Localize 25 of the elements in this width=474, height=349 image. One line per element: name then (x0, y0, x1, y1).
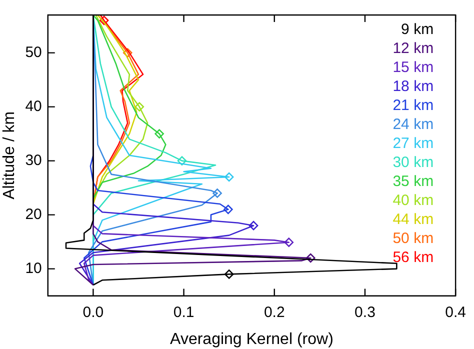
x-tick-label: 0.0 (82, 304, 104, 321)
y-tick-label: 20 (25, 206, 42, 223)
text: 12 km (392, 40, 434, 58)
x-tick-label: 0.2 (264, 304, 285, 321)
x-tick-label: 0.1 (173, 304, 194, 321)
x-tick-label: 0.4 (445, 304, 466, 321)
text: 27 km (392, 135, 434, 152)
y-tick-label: 10 (25, 260, 42, 277)
y-tick-label: 50 (25, 44, 42, 61)
text: 18 km (392, 78, 434, 96)
text: 50 km (392, 230, 434, 248)
text: 56 km (392, 249, 434, 266)
text: 21 km (392, 97, 434, 114)
text: 9 km (401, 21, 434, 38)
text: 44 km (392, 211, 434, 228)
y-tick-label: 40 (25, 98, 42, 115)
x-tick-label: 0.3 (354, 304, 376, 321)
x-axis-title: Averaging Kernel (row) (170, 330, 334, 348)
text: 35 km (392, 173, 434, 190)
y-tick-label: 30 (25, 152, 42, 169)
text: 40 km (392, 192, 434, 210)
text: 24 km (392, 116, 434, 134)
y-axis-title: Altitude / km (1, 111, 18, 200)
text: 30 km (392, 154, 434, 172)
text: 15 km (392, 59, 434, 76)
